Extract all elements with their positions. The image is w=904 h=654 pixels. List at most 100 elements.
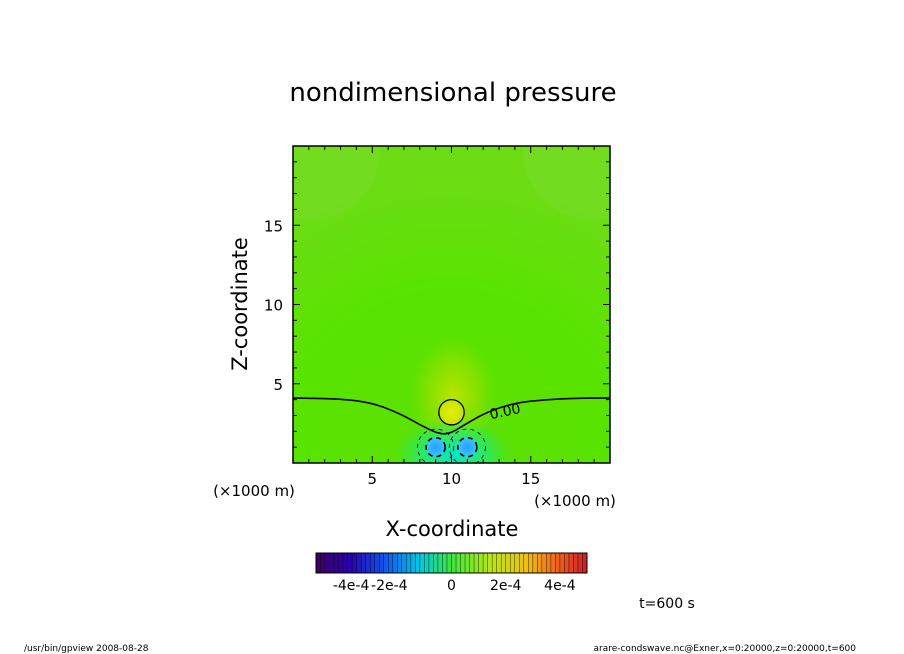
colorbar-swatch [469,553,475,573]
negative-low-right [457,437,477,457]
colorbar-swatch [374,553,380,573]
colorbar-swatch [501,553,506,573]
upper-left-shade [293,146,380,220]
colorbar-swatch [465,553,470,573]
colorbar-swatch [320,553,326,573]
negative-low-left-contour [425,436,446,458]
negative-low-left-outer-contour [417,428,455,463]
colorbar-tick-label: -4e-4 [333,578,370,594]
colorbar-swatch [325,553,330,573]
colorbar-swatch [519,553,525,573]
colorbar-swatch [537,553,543,573]
x-tick-label: 10 [442,470,461,488]
colorbar-swatch [392,553,398,573]
colorbar-swatch [564,553,570,573]
colorbar-tick-label: 4e-4 [544,578,576,594]
footer-left: /usr/bin/gpview 2008-08-28 [24,644,149,654]
colorbar-swatch [505,553,511,573]
colorbar-swatch [492,553,497,573]
colorbar-swatch [451,553,457,573]
colorbar-swatch [496,553,502,573]
colorbar-swatch [478,553,484,573]
colorbar-swatch [523,553,529,573]
colorbar-swatch [334,553,339,573]
colorbar-swatch [550,553,556,573]
x-tick-label: 5 [367,470,377,488]
y-tick-label: 15 [264,217,283,235]
colorbar-tick-label: 0 [447,578,456,594]
colorbar-swatch [446,553,452,573]
colorbar-swatch [383,553,389,573]
x-units-left: (×1000 m) [213,482,295,500]
features-layer [426,398,477,457]
negative-low-left [426,437,446,457]
negative-low-right-contour [457,436,478,458]
colorbar-swatch [370,553,376,573]
colorbar-swatch [356,553,362,573]
colorbar-swatch [514,553,520,573]
colorbar-swatch [343,553,348,573]
colorbar-swatch [428,553,434,573]
colorbar-swatch [460,553,466,573]
colorbar [315,552,588,574]
colorbar-swatch [483,553,488,573]
colorbar-swatch [379,553,385,573]
colorbar-swatch [546,553,552,573]
y-axis-label: Z-coordinate [228,237,252,371]
y-tick-label: 5 [273,376,283,394]
colorbar-swatch [573,553,579,573]
colorbar-labels: -4e-4 -2e-4 0 2e-4 4e-4 [333,578,576,594]
colorbar-swatch [388,553,394,573]
colorbar-swatch [347,553,353,573]
colorbar-swatch [582,553,588,573]
colorbar-swatch [401,553,407,573]
colorbar-swatch [329,553,335,573]
negative-low-right-outer-contour [448,428,486,463]
axis-ticks [293,146,610,463]
zero-contour-line [293,397,610,435]
x-tick-label: 15 [521,470,540,488]
colorbar-swatch [559,553,565,573]
colorbar-swatch [433,553,439,573]
x-axis-label: X-coordinate [386,517,519,541]
colorbar-swatch [424,553,430,573]
colorbar-swatch [365,553,371,573]
colorbar-swatch [456,553,461,573]
colorbar-swatch [437,553,443,573]
upper-right-shade [523,146,610,220]
colorbar-swatch [555,553,561,573]
colorbar-swatch [510,553,516,573]
colorbar-swatch [577,553,583,573]
tick-labels: 5 10 15 5 10 15 [264,217,540,488]
colorbar-swatch [568,553,574,573]
time-label: t=600 s [639,596,695,612]
colorbar-swatch [338,553,344,573]
y-tick-label: 10 [264,297,283,315]
colorbar-swatch [532,553,538,573]
colorbar-swatch [352,553,357,573]
colorbar-swatch [415,553,421,573]
colorbar-swatch [406,553,412,573]
plot-area [293,146,610,463]
colorbar-swatch [397,553,403,573]
colorbar-swatch [419,553,425,573]
negative-contours [417,428,486,463]
colorbar-swatch [442,553,448,573]
x-units-right: (×1000 m) [534,492,616,510]
colorbar-frame [315,552,588,574]
positive-high [438,398,465,426]
colorbar-swatch [541,553,547,573]
contour-label: 0.00 [488,401,522,423]
negative-region [391,417,515,463]
colorbar-swatch [316,553,321,573]
colorbar-swatch [528,553,534,573]
colorbar-swatch [487,553,493,573]
colorbar-tick-label: 2e-4 [490,578,522,594]
colorbar-swatch [410,553,416,573]
colorbar-swatch [474,553,479,573]
footer-right: arare-condswave.nc@Exner,x=0:20000,z=0:2… [593,644,856,654]
colorbar-swatch [361,553,366,573]
colorbar-tick-label: -2e-4 [371,578,408,594]
chart-title: nondimensional pressure [289,78,616,108]
